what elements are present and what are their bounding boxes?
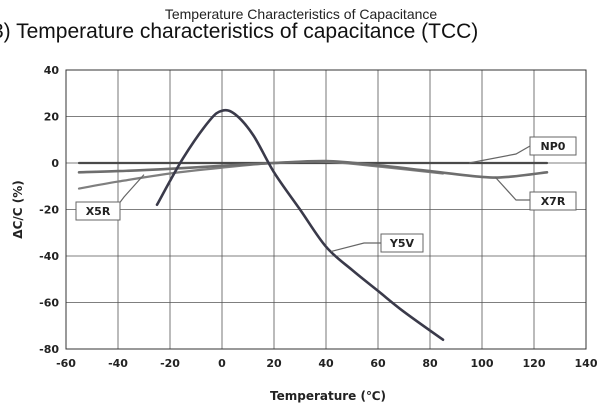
y-tick-label: -40	[39, 250, 59, 263]
y-tick-label: -60	[39, 297, 59, 310]
x-tick-label: 60	[370, 357, 386, 370]
y-tick-label: 0	[51, 157, 59, 170]
x-tick-label: 80	[422, 357, 438, 370]
label-box-x7r	[529, 191, 577, 211]
x-tick-label: 40	[318, 357, 334, 370]
chart-subtitle: Temperature Characteristics of Capacitan…	[164, 6, 438, 22]
x-tick-label: -40	[108, 357, 128, 370]
series-label-np0: NP0	[541, 140, 566, 153]
x-tick-label: -60	[56, 357, 76, 370]
series-label-y5v: Y5V	[389, 237, 415, 250]
x-tick-label: -20	[160, 357, 180, 370]
x-tick-label: 120	[523, 357, 546, 370]
y-tick-label: 40	[44, 64, 60, 77]
y-tick-label: -80	[39, 343, 59, 356]
y-tick-label: 20	[44, 111, 60, 124]
label-leader-y5v	[331, 242, 381, 252]
label-leader-x7r	[494, 176, 530, 201]
x-tick-label: 0	[218, 357, 226, 370]
series-line-y5v	[155, 108, 445, 341]
series-label-x7r: X7R	[541, 195, 566, 208]
label-box-x5r	[75, 201, 121, 221]
x-tick-label: 100	[471, 357, 494, 370]
x-axis-title: Temperature (℃)	[270, 389, 386, 403]
y-axis-title: ΔC/C (%)	[11, 180, 25, 238]
label-leader-np0	[468, 145, 531, 164]
x-tick-label: 20	[266, 357, 282, 370]
y-tick-label: -20	[39, 204, 59, 217]
series-line-x7r	[77, 159, 549, 179]
label-box-np0	[529, 136, 577, 156]
label-box-y5v	[380, 233, 424, 253]
x-tick-label: 140	[575, 357, 598, 370]
page-title: 3) Temperature characteristics of capaci…	[0, 20, 479, 43]
plot-frame	[65, 69, 587, 350]
series-label-x5r: X5R	[86, 205, 111, 218]
